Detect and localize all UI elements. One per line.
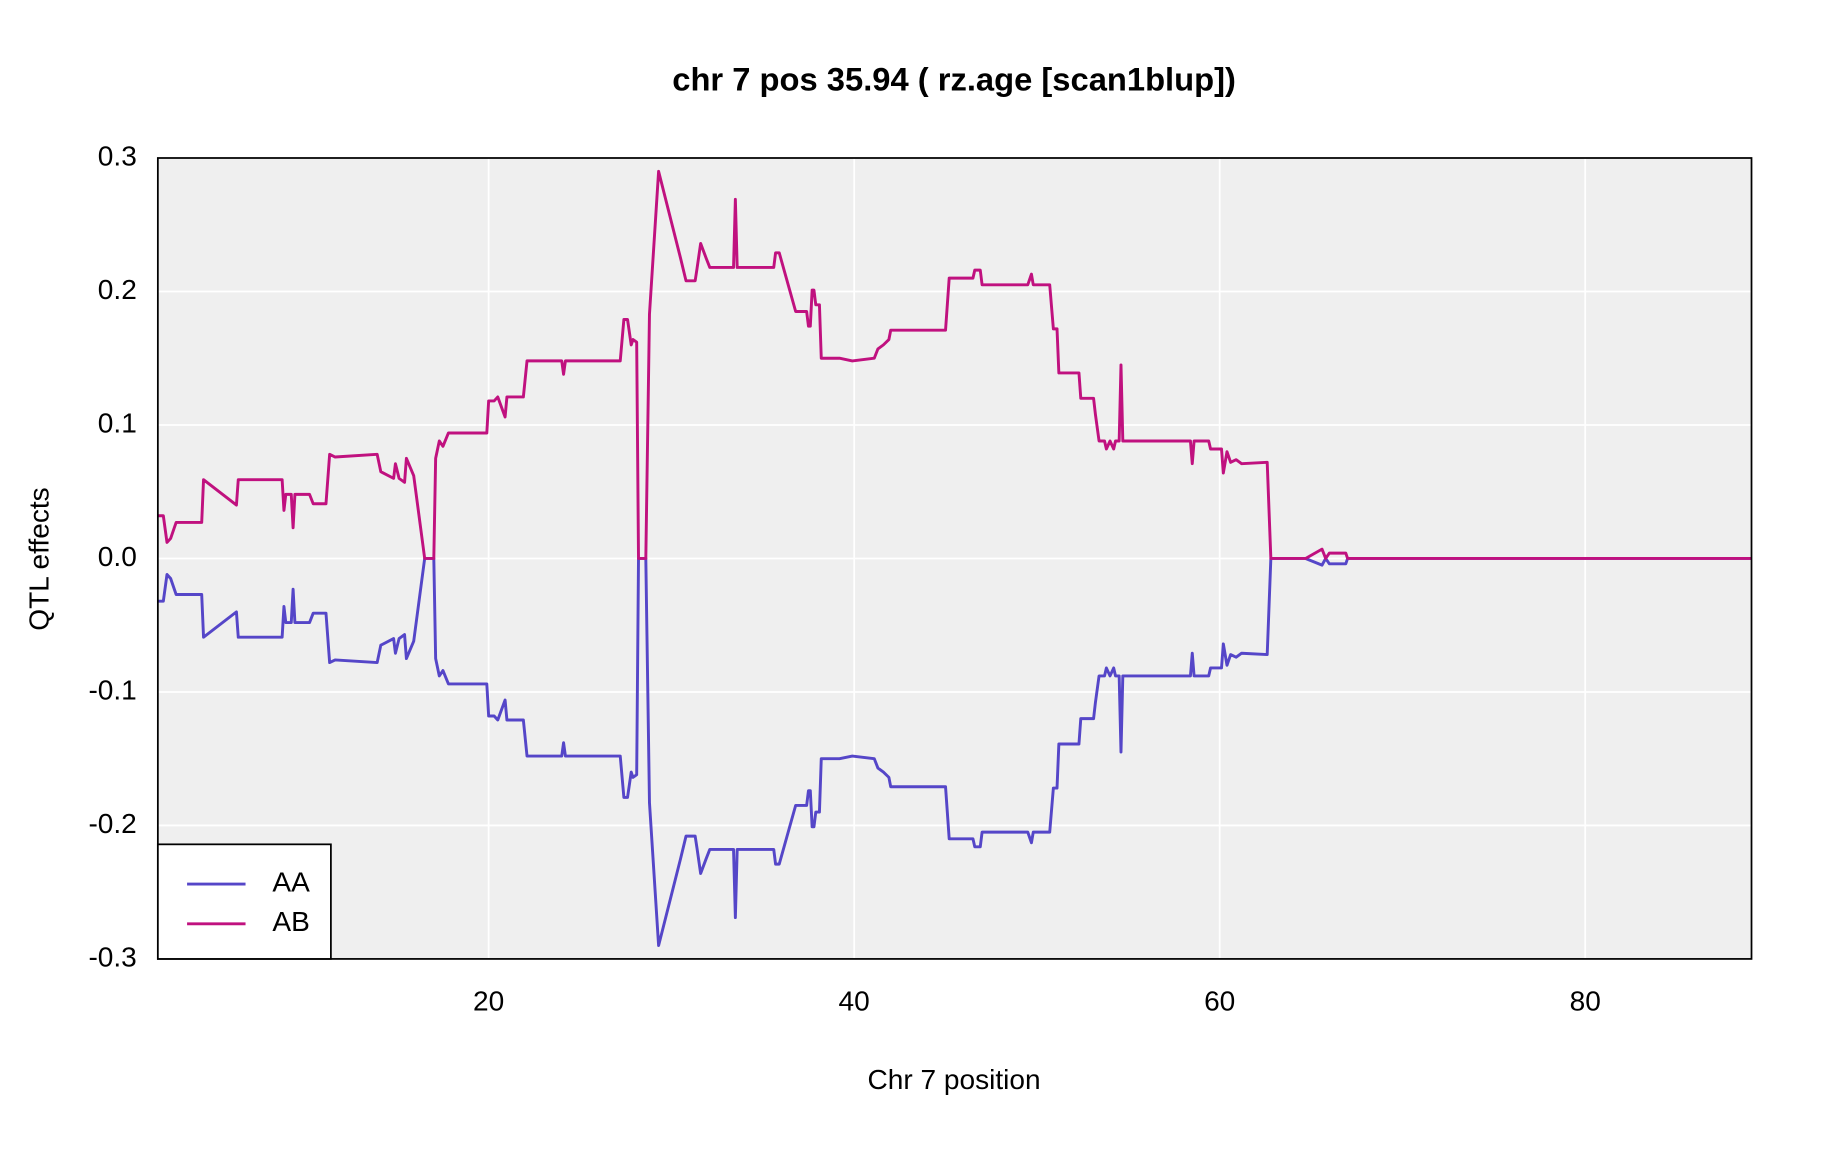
legend: AA AB — [156, 843, 332, 960]
y-tick-label: -0.2 — [88, 808, 136, 839]
legend-label: AA — [272, 866, 310, 897]
series-line — [157, 557, 1752, 948]
legend-label: AB — [272, 906, 309, 937]
chart-title: chr 7 pos 35.94 ( rz.age [scan1blup]) — [672, 61, 1236, 98]
y-tick-label: 0.1 — [98, 407, 137, 438]
x-tick-label: 80 — [1570, 986, 1601, 1017]
plot-frame — [156, 157, 1753, 960]
y-tick-label: -0.1 — [88, 674, 136, 705]
lines — [157, 169, 1752, 948]
x-tick-label: 40 — [839, 986, 870, 1017]
x-axis-label: Chr 7 position — [868, 1064, 1041, 1095]
x-tick-label: 20 — [473, 986, 504, 1017]
x-tick-label: 60 — [1204, 986, 1235, 1017]
y-axis-label: QTL effects — [23, 487, 54, 630]
series-line — [157, 169, 1752, 560]
y-tick-label: 0.3 — [98, 140, 137, 171]
y-tick-label: 0.0 — [98, 541, 137, 572]
ticks: -0.3 -0.2 -0.1 0.0 0.1 0.2 0.3 20 40 60 80 — [88, 140, 1600, 1016]
y-tick-label: -0.3 — [88, 941, 136, 972]
legend-box — [156, 843, 332, 960]
y-tick-label: 0.2 — [98, 274, 137, 305]
